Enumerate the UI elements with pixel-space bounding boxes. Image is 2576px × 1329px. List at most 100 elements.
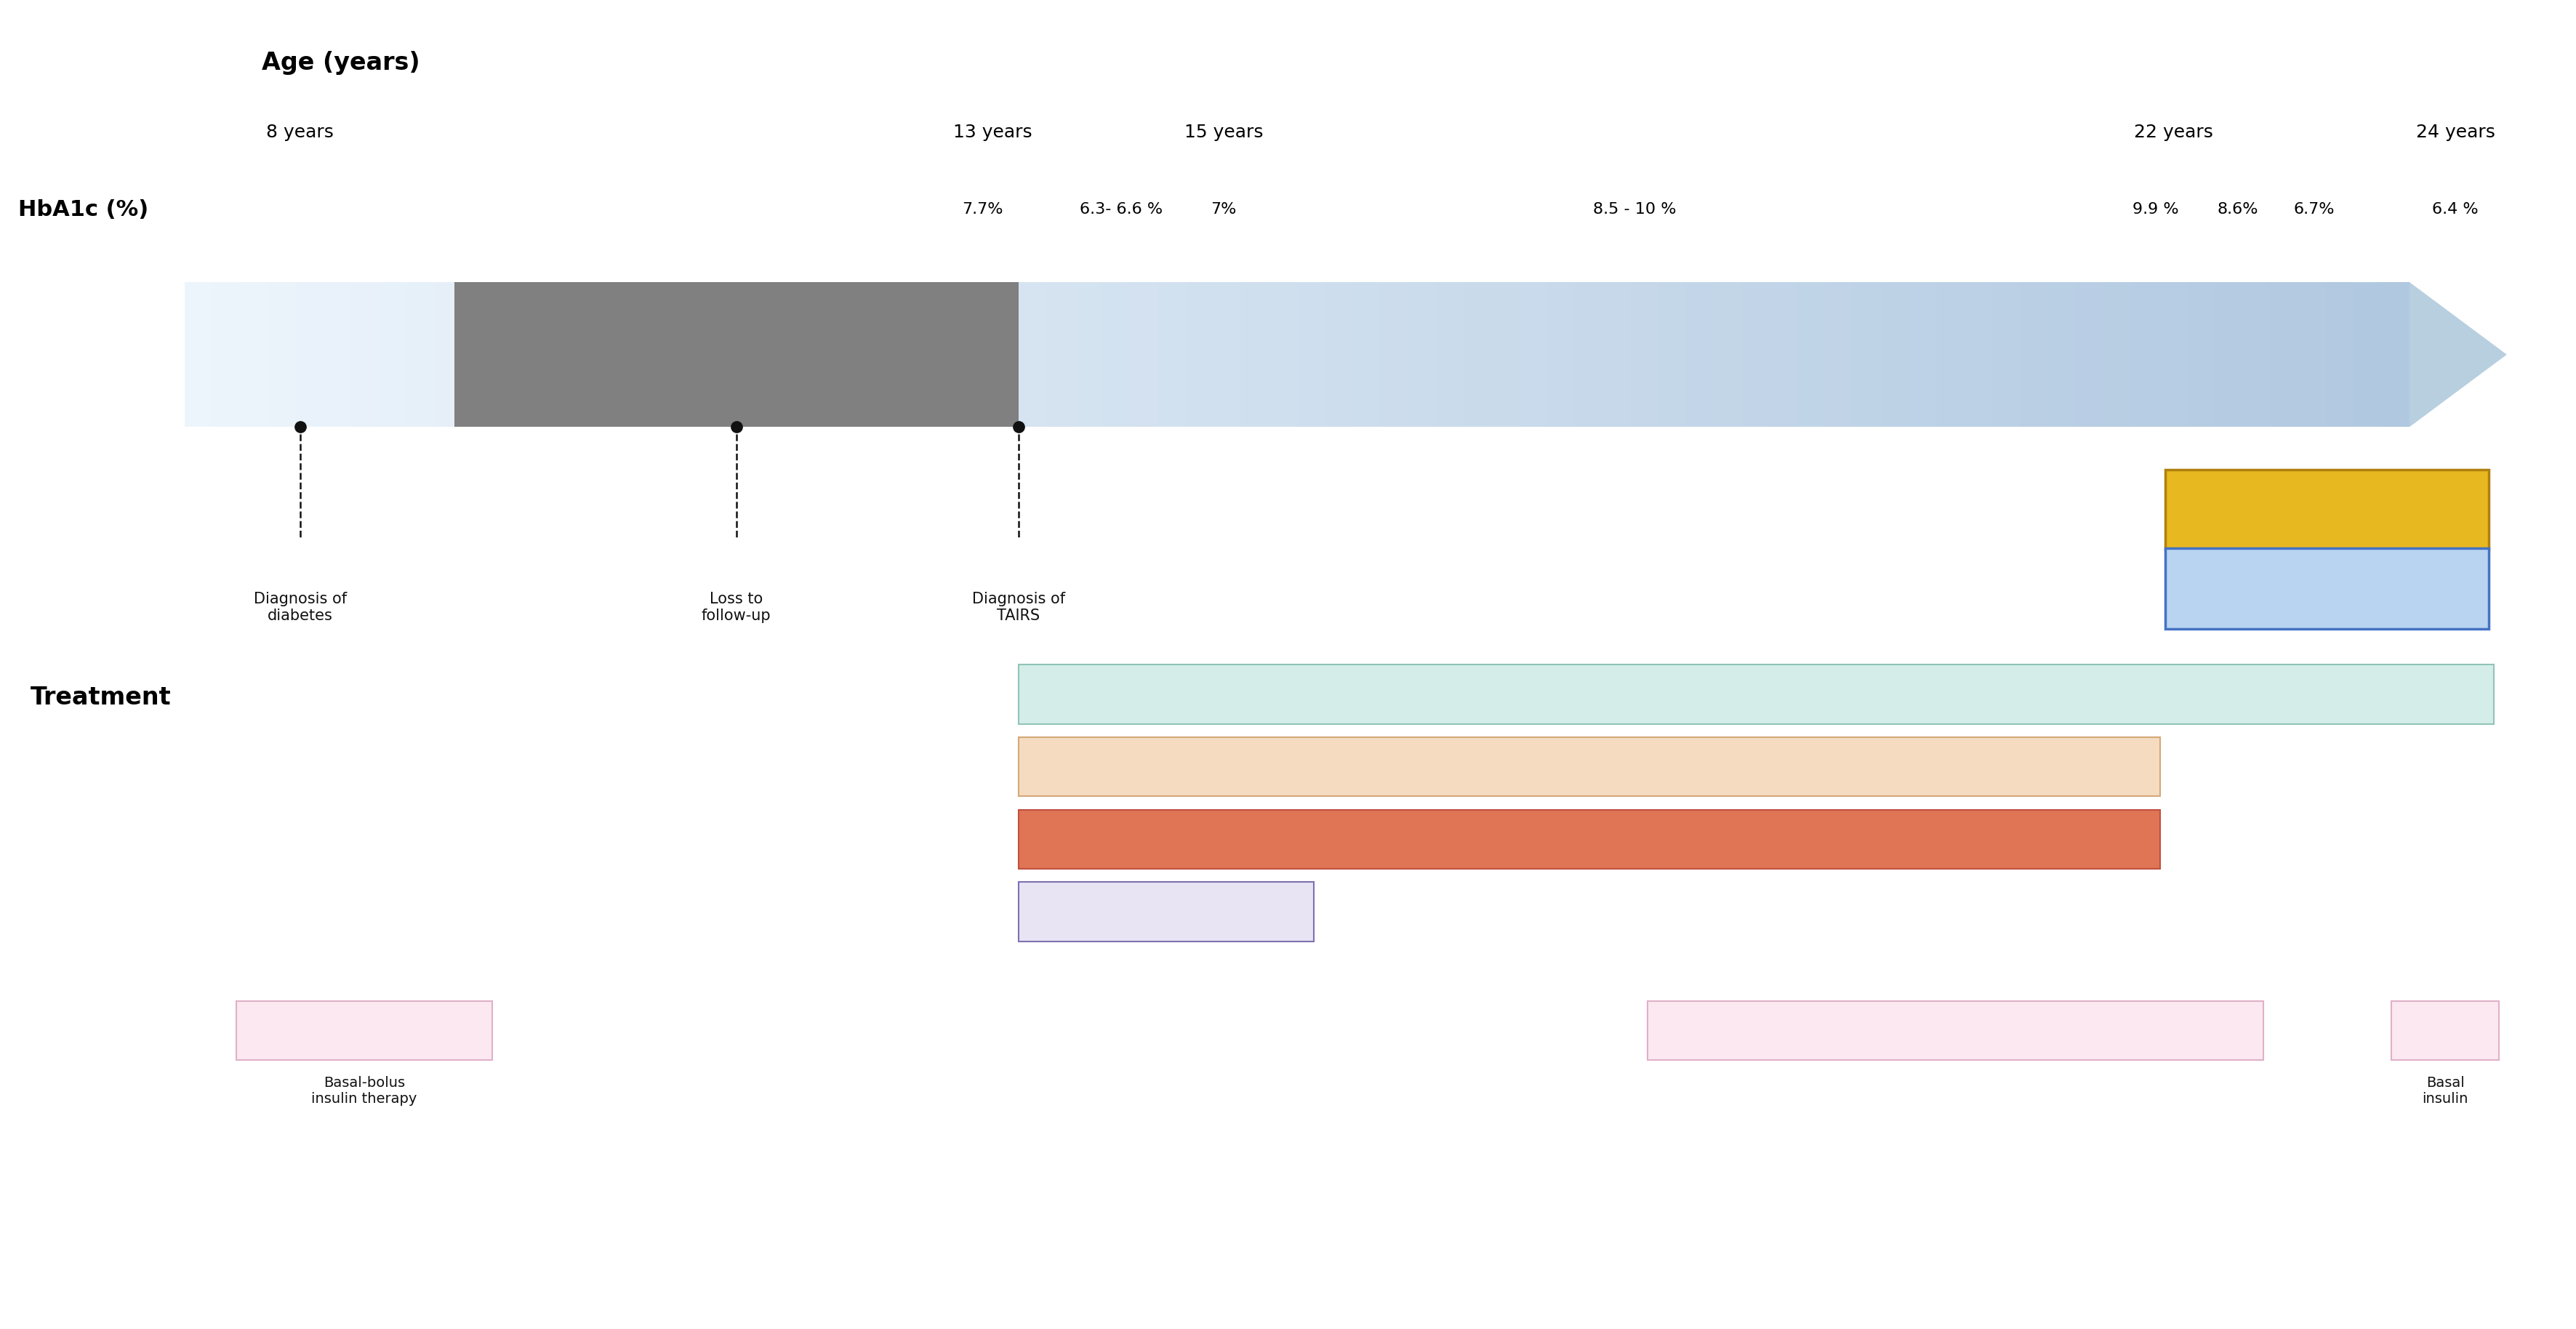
Bar xyxy=(2391,1001,2499,1061)
Polygon shape xyxy=(2130,282,2159,427)
Polygon shape xyxy=(1631,282,1659,427)
Text: 8.6%: 8.6% xyxy=(2218,202,2259,217)
Bar xyxy=(1646,1001,2264,1061)
Polygon shape xyxy=(1270,282,1296,427)
Polygon shape xyxy=(992,282,1020,427)
Polygon shape xyxy=(1548,282,1574,427)
Polygon shape xyxy=(1492,282,1520,427)
Polygon shape xyxy=(1409,282,1435,427)
Polygon shape xyxy=(1213,282,1242,427)
Polygon shape xyxy=(1381,282,1409,427)
Polygon shape xyxy=(546,282,574,427)
Polygon shape xyxy=(379,282,407,427)
Polygon shape xyxy=(268,282,296,427)
Polygon shape xyxy=(2105,282,2130,427)
Bar xyxy=(1018,738,2161,796)
Polygon shape xyxy=(1463,282,1492,427)
Polygon shape xyxy=(1020,282,1046,427)
Polygon shape xyxy=(2380,282,2409,427)
Polygon shape xyxy=(325,282,350,427)
Polygon shape xyxy=(2354,282,2380,427)
Polygon shape xyxy=(2326,282,2354,427)
Polygon shape xyxy=(1296,282,1324,427)
Text: Diagnosis of
diabetes: Diagnosis of diabetes xyxy=(252,591,348,623)
Polygon shape xyxy=(185,282,211,427)
Text: 24 years: 24 years xyxy=(2416,124,2496,141)
Polygon shape xyxy=(1991,282,2020,427)
Polygon shape xyxy=(518,282,546,427)
Polygon shape xyxy=(1687,282,1713,427)
Text: Loss to
follow-up: Loss to follow-up xyxy=(701,591,770,623)
Polygon shape xyxy=(768,282,796,427)
Text: Treatment: Treatment xyxy=(31,686,173,710)
Polygon shape xyxy=(2244,282,2269,427)
Polygon shape xyxy=(881,282,907,427)
Polygon shape xyxy=(1242,282,1270,427)
Polygon shape xyxy=(464,282,489,427)
Polygon shape xyxy=(1741,282,1770,427)
Polygon shape xyxy=(1520,282,1548,427)
Text: 7%: 7% xyxy=(1211,202,1236,217)
Polygon shape xyxy=(435,282,464,427)
Text: 7.7%: 7.7% xyxy=(961,202,1002,217)
Polygon shape xyxy=(714,282,742,427)
Polygon shape xyxy=(2048,282,2076,427)
Polygon shape xyxy=(907,282,935,427)
Text: 8 years: 8 years xyxy=(265,124,335,141)
Text: Semaglutide: Semaglutide xyxy=(2272,579,2380,598)
Polygon shape xyxy=(963,282,992,427)
Polygon shape xyxy=(1852,282,1880,427)
Text: 6.4 %: 6.4 % xyxy=(2432,202,2478,217)
Text: 15 years: 15 years xyxy=(1185,124,1262,141)
Polygon shape xyxy=(2215,282,2244,427)
Bar xyxy=(1018,882,1314,941)
Polygon shape xyxy=(1046,282,1074,427)
Text: 13 years: 13 years xyxy=(953,124,1033,141)
Polygon shape xyxy=(824,282,853,427)
Text: 6.7%: 6.7% xyxy=(2293,202,2334,217)
Polygon shape xyxy=(350,282,379,427)
Polygon shape xyxy=(1713,282,1741,427)
Polygon shape xyxy=(1574,282,1602,427)
Text: Metformin: Metformin xyxy=(1716,687,1798,702)
Text: Basal-bolus
insulin therapy: Basal-bolus insulin therapy xyxy=(312,1076,417,1106)
Polygon shape xyxy=(2298,282,2326,427)
Text: Basal-bolus insulin therapy: Basal-bolus insulin therapy xyxy=(1844,1023,2066,1038)
Polygon shape xyxy=(2159,282,2187,427)
Polygon shape xyxy=(1965,282,1991,427)
Polygon shape xyxy=(2020,282,2048,427)
Polygon shape xyxy=(629,282,657,427)
Polygon shape xyxy=(240,282,268,427)
Polygon shape xyxy=(1602,282,1631,427)
Text: Age (years): Age (years) xyxy=(263,52,420,76)
Polygon shape xyxy=(1324,282,1352,427)
Polygon shape xyxy=(935,282,963,427)
Bar xyxy=(1018,664,2494,724)
Polygon shape xyxy=(742,282,768,427)
Polygon shape xyxy=(1352,282,1381,427)
Text: Glimepiride: Glimepiride xyxy=(1543,832,1636,847)
Polygon shape xyxy=(1435,282,1463,427)
Bar xyxy=(237,1001,492,1061)
Polygon shape xyxy=(853,282,881,427)
Polygon shape xyxy=(2409,282,2506,427)
Text: 6.3- 6.6 %: 6.3- 6.6 % xyxy=(1079,202,1162,217)
Polygon shape xyxy=(1074,282,1103,427)
Polygon shape xyxy=(2269,282,2298,427)
Polygon shape xyxy=(685,282,714,427)
Text: Basal
insulin: Basal insulin xyxy=(2421,1076,2468,1106)
Polygon shape xyxy=(1159,282,1185,427)
Polygon shape xyxy=(489,282,518,427)
Polygon shape xyxy=(1131,282,1159,427)
Text: 9.9 %: 9.9 % xyxy=(2133,202,2179,217)
Text: Sitagliptin: Sitagliptin xyxy=(1548,759,1631,773)
Polygon shape xyxy=(1798,282,1826,427)
Polygon shape xyxy=(1185,282,1213,427)
Polygon shape xyxy=(1937,282,1965,427)
Polygon shape xyxy=(1659,282,1687,427)
Polygon shape xyxy=(2076,282,2105,427)
Polygon shape xyxy=(574,282,603,427)
Polygon shape xyxy=(211,282,240,427)
Polygon shape xyxy=(1770,282,1798,427)
FancyBboxPatch shape xyxy=(2166,549,2488,629)
